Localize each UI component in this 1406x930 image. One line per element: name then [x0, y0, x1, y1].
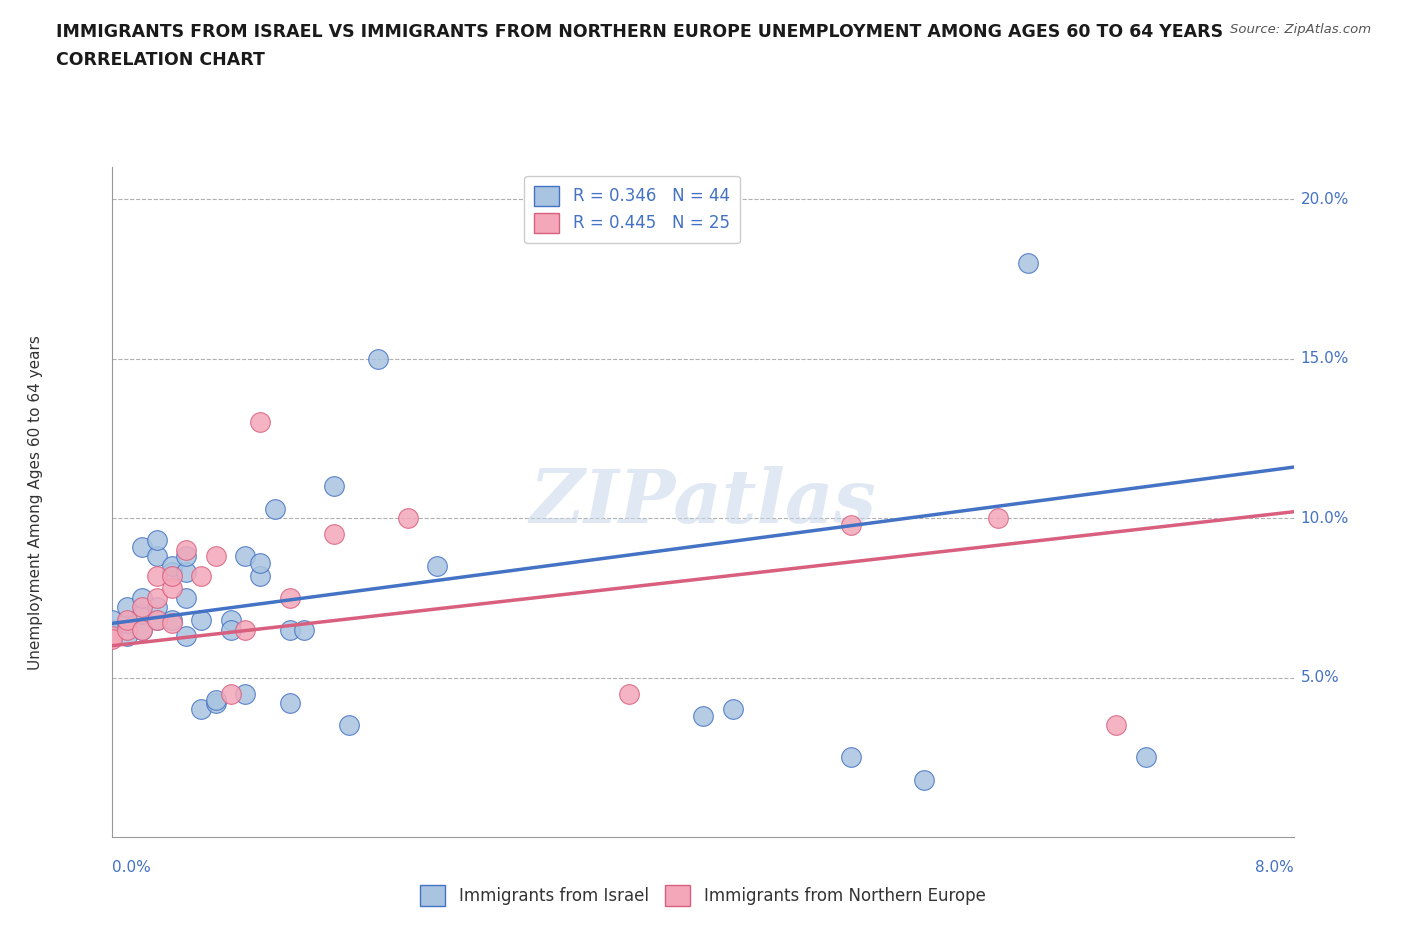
Point	[367, 352, 389, 366]
Point	[987, 511, 1010, 525]
Point	[233, 549, 256, 564]
Point	[1135, 750, 1157, 764]
Point	[160, 565, 183, 579]
Point	[174, 591, 197, 605]
Point	[174, 565, 197, 579]
Point	[131, 591, 153, 605]
Point	[146, 600, 169, 615]
Point	[396, 511, 419, 525]
Point	[146, 549, 169, 564]
Point	[278, 591, 301, 605]
Point	[131, 539, 153, 554]
Point	[117, 629, 138, 644]
Point	[101, 613, 124, 628]
Point	[146, 568, 169, 583]
Point	[160, 568, 183, 583]
Point	[117, 622, 138, 637]
Point	[323, 526, 346, 541]
Point	[914, 772, 936, 787]
Point	[101, 629, 124, 644]
Point	[278, 622, 301, 637]
Point	[721, 702, 744, 717]
Point	[323, 479, 346, 494]
Point	[146, 533, 169, 548]
Point	[117, 616, 138, 631]
Text: IMMIGRANTS FROM ISRAEL VS IMMIGRANTS FROM NORTHERN EUROPE UNEMPLOYMENT AMONG AGE: IMMIGRANTS FROM ISRAEL VS IMMIGRANTS FRO…	[56, 23, 1223, 41]
Text: Unemployment Among Ages 60 to 64 years: Unemployment Among Ages 60 to 64 years	[28, 335, 44, 670]
Point	[278, 696, 301, 711]
Legend: Immigrants from Israel, Immigrants from Northern Europe: Immigrants from Israel, Immigrants from …	[413, 879, 993, 912]
Point	[205, 693, 228, 708]
Text: 0.0%: 0.0%	[112, 860, 152, 875]
Point	[619, 686, 641, 701]
Point	[146, 613, 169, 628]
Point	[131, 600, 153, 615]
Point	[205, 549, 228, 564]
Point	[146, 591, 169, 605]
Point	[292, 622, 315, 637]
Point	[160, 559, 183, 574]
Point	[205, 696, 228, 711]
Point	[174, 542, 197, 557]
Point	[131, 606, 153, 621]
Point	[219, 613, 242, 628]
Text: ZIPatlas: ZIPatlas	[530, 466, 876, 538]
Point	[190, 702, 212, 717]
Point	[101, 631, 124, 646]
Text: Source: ZipAtlas.com: Source: ZipAtlas.com	[1230, 23, 1371, 36]
Point	[117, 613, 138, 628]
Text: 20.0%: 20.0%	[1301, 192, 1348, 206]
Point	[131, 622, 153, 637]
Point	[160, 613, 183, 628]
Point	[146, 613, 169, 628]
Text: CORRELATION CHART: CORRELATION CHART	[56, 51, 266, 69]
Point	[264, 501, 287, 516]
Point	[249, 568, 271, 583]
Point	[337, 718, 360, 733]
Point	[190, 613, 212, 628]
Point	[1017, 256, 1039, 271]
Point	[692, 709, 714, 724]
Point	[233, 686, 256, 701]
Point	[426, 559, 449, 574]
Point	[1105, 718, 1128, 733]
Text: 5.0%: 5.0%	[1301, 671, 1340, 685]
Text: 10.0%: 10.0%	[1301, 511, 1348, 525]
Point	[101, 622, 124, 637]
Point	[174, 549, 197, 564]
Point	[131, 622, 153, 637]
Point	[233, 622, 256, 637]
Legend: R = 0.346   N = 44, R = 0.445   N = 25: R = 0.346 N = 44, R = 0.445 N = 25	[524, 176, 740, 243]
Point	[160, 581, 183, 596]
Point	[117, 600, 138, 615]
Point	[839, 750, 862, 764]
Text: 8.0%: 8.0%	[1254, 860, 1294, 875]
Point	[839, 517, 862, 532]
Point	[219, 686, 242, 701]
Point	[174, 629, 197, 644]
Point	[160, 616, 183, 631]
Text: 15.0%: 15.0%	[1301, 352, 1348, 366]
Point	[190, 568, 212, 583]
Point	[249, 415, 271, 430]
Point	[249, 555, 271, 570]
Point	[219, 622, 242, 637]
